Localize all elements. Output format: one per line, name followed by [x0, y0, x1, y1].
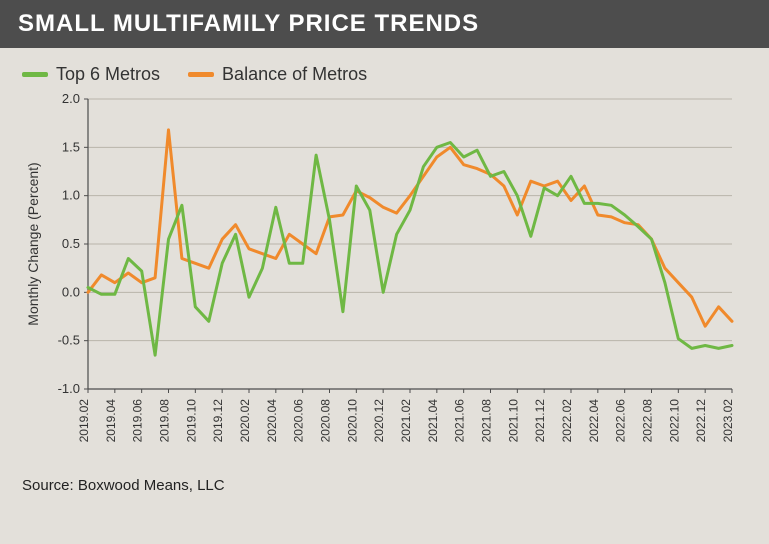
legend-label-balance: Balance of Metros	[222, 64, 367, 85]
svg-text:2019.04: 2019.04	[104, 399, 118, 443]
svg-text:2023.02: 2023.02	[721, 399, 735, 443]
legend: Top 6 Metros Balance of Metros	[0, 48, 769, 89]
svg-text:2020.12: 2020.12	[372, 399, 386, 443]
svg-text:2020.06: 2020.06	[292, 399, 306, 443]
svg-text:Monthly Change (Percent): Monthly Change (Percent)	[25, 162, 41, 325]
legend-swatch-balance	[188, 72, 214, 77]
chart-title: SMALL MULTIFAMILY PRICE TRENDS	[0, 0, 769, 48]
svg-text:0.0: 0.0	[62, 284, 80, 299]
chart-area: -1.0 -0.5 0.0 0.5 1.0 1.5 2.0 Monthly Change (P…	[20, 89, 749, 469]
svg-text:-0.5: -0.5	[58, 333, 80, 348]
source-text: Source: Boxwood Means, LLC	[0, 469, 769, 502]
svg-text:2020.02: 2020.02	[238, 399, 252, 443]
series-line-top6	[88, 143, 732, 356]
svg-text:2019.02: 2019.02	[77, 399, 91, 443]
svg-text:-1.0: -1.0	[58, 381, 80, 396]
svg-text:2022.12: 2022.12	[694, 399, 708, 443]
svg-text:2021.12: 2021.12	[533, 399, 547, 443]
legend-label-top6: Top 6 Metros	[56, 64, 160, 85]
svg-text:2020.08: 2020.08	[319, 399, 333, 443]
svg-text:2020.10: 2020.10	[345, 399, 359, 443]
svg-text:0.5: 0.5	[62, 236, 80, 251]
svg-text:2021.04: 2021.04	[426, 399, 440, 443]
svg-text:2021.02: 2021.02	[399, 399, 413, 443]
svg-text:2022.04: 2022.04	[587, 399, 601, 443]
svg-text:2022.10: 2022.10	[667, 399, 681, 443]
svg-text:2020.04: 2020.04	[265, 399, 279, 443]
svg-text:2019.12: 2019.12	[211, 399, 225, 443]
svg-text:2.0: 2.0	[62, 91, 80, 106]
svg-text:2019.06: 2019.06	[131, 399, 145, 443]
legend-item-balance: Balance of Metros	[188, 64, 367, 85]
svg-text:2022.06: 2022.06	[614, 399, 628, 443]
line-chart-svg: -1.0 -0.5 0.0 0.5 1.0 1.5 2.0 Monthly Change (P…	[20, 89, 749, 469]
svg-text:2021.08: 2021.08	[480, 399, 494, 443]
svg-text:2019.10: 2019.10	[184, 399, 198, 443]
svg-text:2021.06: 2021.06	[453, 399, 467, 443]
svg-text:2022.02: 2022.02	[560, 399, 574, 443]
svg-text:2019.08: 2019.08	[158, 399, 172, 443]
legend-swatch-top6	[22, 72, 48, 77]
svg-text:1.0: 1.0	[62, 188, 80, 203]
svg-text:2021.10: 2021.10	[506, 399, 520, 443]
svg-text:1.5: 1.5	[62, 139, 80, 154]
legend-item-top6: Top 6 Metros	[22, 64, 160, 85]
svg-text:2022.08: 2022.08	[641, 399, 655, 443]
